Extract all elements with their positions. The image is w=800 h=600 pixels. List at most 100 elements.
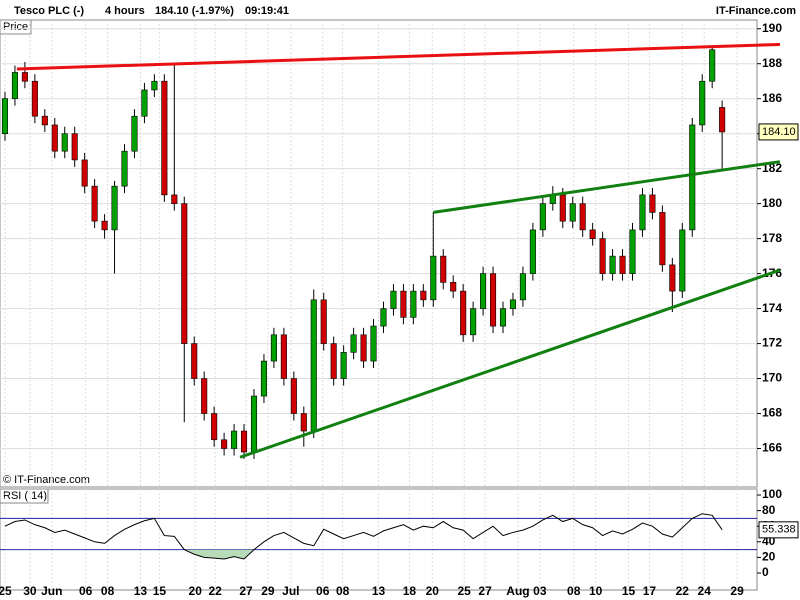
candle-body [290, 378, 297, 414]
last-rsi-label: 55.338 [762, 524, 796, 536]
candle-body [201, 378, 208, 414]
candle-body [11, 72, 18, 100]
last-price-label: 184.10 [762, 126, 796, 138]
candle-body [51, 124, 58, 152]
x-tick-label: 25 [0, 584, 12, 598]
y-tick-label: 166 [762, 441, 782, 455]
x-tick-label: Jul [282, 584, 299, 598]
x-tick-label: 08 [336, 584, 350, 598]
period: 4 hours [105, 5, 145, 17]
candle-body [509, 299, 517, 309]
x-tick-label: 13 [134, 584, 148, 598]
candle-body [330, 343, 337, 379]
x-tick-label: 22 [208, 584, 222, 598]
candle-body [91, 185, 98, 222]
rsi-line [4, 513, 723, 560]
y-tick-label: 172 [762, 336, 782, 350]
candle-body [191, 343, 198, 379]
y-tick-label: 170 [762, 371, 782, 385]
y-tick-label: 174 [762, 301, 782, 315]
candle-body [450, 282, 457, 292]
candle-body [221, 439, 228, 449]
candle-body [669, 264, 676, 292]
trend-line [433, 160, 781, 214]
candle-body [310, 299, 317, 432]
candle-body [231, 430, 238, 449]
candle-body [589, 229, 596, 239]
y-tick-label: 190 [762, 21, 782, 35]
candle-body [619, 255, 626, 274]
x-tick-label: 20 [189, 584, 203, 598]
candle-body [390, 290, 397, 309]
candle-body [111, 185, 118, 231]
x-tick-label: 18 [403, 584, 417, 598]
candle-body [430, 255, 437, 301]
x-tick-label: 29 [261, 584, 275, 598]
candle-body [420, 290, 427, 301]
candle-body [211, 413, 218, 441]
candle-body [41, 115, 48, 126]
candle-body [609, 255, 616, 274]
candle-body [629, 229, 636, 274]
candle-body [101, 220, 108, 231]
candle-body [340, 352, 347, 379]
x-tick-label: 20 [426, 584, 440, 598]
candle-body [499, 308, 507, 327]
candle-body [250, 395, 258, 453]
x-tick-label: 03 [533, 584, 547, 598]
trend-line [16, 42, 780, 71]
y-tick-label: 188 [762, 56, 782, 70]
candle-body [350, 334, 357, 353]
y-tick-label: 180 [762, 196, 782, 210]
x-tick-label: 27 [239, 584, 253, 598]
y-tick-label: 178 [762, 231, 782, 245]
panel-label: Price [3, 21, 28, 33]
candle-body [699, 80, 706, 126]
candle-body [659, 212, 666, 266]
x-tick-label: Aug [506, 584, 529, 598]
candle-body [171, 194, 178, 204]
candle-body [689, 124, 696, 231]
brand: IT-Finance.com [716, 5, 796, 17]
candle-body [519, 273, 526, 301]
candle-body [639, 194, 646, 231]
last-rsi-box [758, 521, 799, 539]
candle-body [61, 133, 68, 152]
x-tick-label: 10 [589, 584, 603, 598]
x-tick-label: 17 [643, 584, 657, 598]
candle-body [579, 203, 586, 231]
candle-body [280, 334, 287, 379]
candle-body [71, 133, 78, 161]
candle-body [719, 107, 726, 133]
time: 09:19:41 [245, 5, 289, 17]
x-tick-label: 22 [676, 584, 690, 598]
candle-body [31, 80, 38, 117]
candle-body [320, 299, 327, 344]
x-tick-label: 08 [567, 584, 581, 598]
instrument: Tesco PLC (-) [14, 5, 84, 17]
panel-label: RSI ( 14) [3, 490, 47, 502]
candle-body [460, 290, 467, 336]
candle-body [490, 273, 497, 327]
candle-body [260, 360, 267, 397]
candle-body [141, 89, 148, 117]
candle-body [649, 194, 656, 213]
panel-tag [0, 19, 32, 35]
candle-body [400, 290, 407, 318]
candle-body [470, 308, 477, 336]
y-tick-label: 186 [762, 91, 782, 105]
candle-body [131, 115, 138, 152]
y-tick-label: 80 [762, 503, 776, 517]
x-tick-label: 30 [23, 584, 37, 598]
candle-body [181, 203, 188, 344]
candle-body [679, 229, 686, 292]
candle-body [1, 98, 9, 134]
candle-body [81, 159, 88, 187]
candle-body [370, 325, 377, 362]
grid [0, 20, 757, 590]
candle-body [599, 238, 606, 274]
candle-body [709, 49, 716, 82]
candle-body [240, 430, 248, 453]
